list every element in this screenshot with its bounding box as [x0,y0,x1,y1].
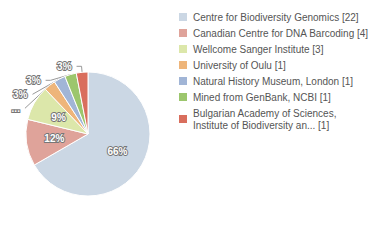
svg-text:3%: 3% [13,89,28,100]
svg-text:Mined from GenBank, NCBI [1]: Mined from GenBank, NCBI [1] [193,92,331,103]
svg-text:12%: 12% [44,133,64,144]
svg-text:3%: 3% [57,61,72,72]
svg-text:Wellcome Sanger Institute [3]: Wellcome Sanger Institute [3] [193,44,324,55]
svg-text:Centre for Biodiversity Genomi: Centre for Biodiversity Genomics [22] [193,12,359,23]
svg-text:66%: 66% [107,146,127,157]
svg-text:9%: 9% [51,112,66,123]
svg-text:3%: 3% [26,75,41,86]
svg-text:...: ... [12,103,21,114]
svg-text:Natural History Museum, London: Natural History Museum, London [1] [193,76,353,87]
svg-text:Bulgarian Academy of Sciences,: Bulgarian Academy of Sciences, [193,108,339,119]
svg-text:Institute of Biodiversity an..: Institute of Biodiversity an... [1] [193,120,329,131]
svg-text:Canadian Centre for DNA Barcod: Canadian Centre for DNA Barcoding [4] [193,28,368,39]
svg-text:University of Oulu [1]: University of Oulu [1] [193,60,286,71]
